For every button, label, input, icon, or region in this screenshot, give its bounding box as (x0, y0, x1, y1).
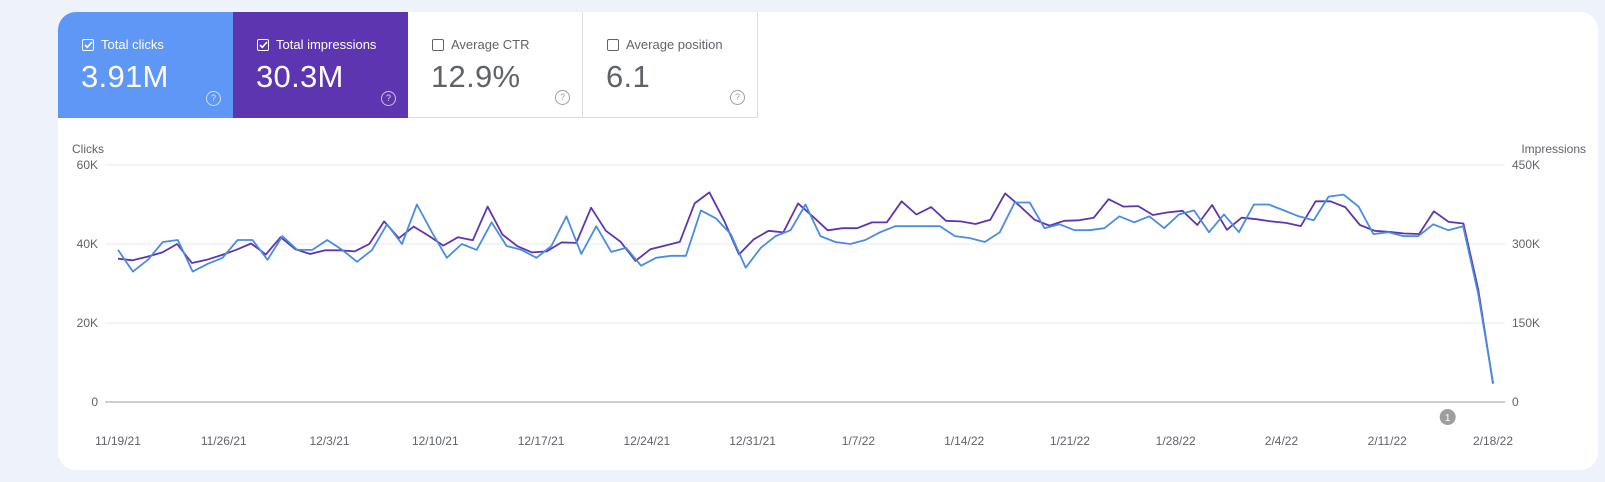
checkbox-checked-icon[interactable] (257, 38, 269, 51)
performance-chart: Clicks Impressions 0 0 20K 150K 40K 300K 60K 45… (72, 142, 1586, 448)
metric-label: Total impressions (276, 37, 377, 52)
clicks-series-line (117, 193, 1494, 383)
help-icon[interactable]: ? (555, 90, 570, 105)
x-tick-label: 12/10/21 (412, 434, 459, 448)
metric-label: Average position (626, 37, 723, 52)
right-tick-label: 450K (1512, 158, 1540, 172)
left-tick-label: 20K (77, 316, 98, 330)
checkbox-checked-icon[interactable] (82, 38, 94, 51)
chart-grid (105, 164, 1505, 403)
right-axis-label: Impressions (1521, 142, 1586, 156)
x-tick-label: 12/17/21 (518, 434, 565, 448)
metric-total-clicks[interactable]: Total clicks 3.91M ? (58, 12, 233, 118)
help-icon[interactable]: ? (206, 91, 221, 106)
help-icon[interactable]: ? (730, 90, 745, 105)
annotation-label: 1 (1445, 413, 1451, 424)
metric-average-position[interactable]: Average position 6.1 ? (583, 12, 758, 118)
left-axis-label: Clicks (72, 142, 104, 156)
metric-tiles: Total clicks 3.91M ? Total impressions 3… (58, 12, 758, 118)
metric-label: Total clicks (101, 37, 164, 52)
metric-value: 6.1 (606, 59, 650, 94)
checkbox-unchecked-icon[interactable] (607, 38, 619, 51)
checkbox-unchecked-icon[interactable] (432, 38, 444, 51)
x-tick-label: 2/18/22 (1473, 434, 1513, 448)
left-tick-label: 0 (91, 395, 98, 409)
x-tick-label: 12/3/21 (310, 434, 350, 448)
metric-label-row: Total clicks (82, 37, 164, 52)
x-tick-label: 12/31/21 (729, 434, 776, 448)
axis-ticks: 0 0 20K 150K 40K 300K 60K 450K 11/19/21 11/26/21 1… (77, 158, 1540, 448)
metric-label: Average CTR (451, 37, 530, 52)
metric-label-row: Average CTR (432, 37, 530, 52)
performance-card: Total clicks 3.91M ? Total impressions 3… (58, 12, 1598, 470)
annotation-marker[interactable]: 1 (1439, 409, 1456, 425)
metric-value: 3.91M (81, 59, 169, 94)
x-tick-label: 2/4/22 (1265, 434, 1299, 448)
metric-label-row: Average position (607, 37, 723, 52)
metric-average-ctr[interactable]: Average CTR 12.9% ? (408, 12, 583, 118)
metric-label-row: Total impressions (257, 37, 376, 52)
annotation-badge[interactable] (1439, 409, 1456, 425)
impressions-series-line (117, 191, 1494, 384)
x-tick-label: 11/26/21 (201, 434, 247, 448)
metric-total-impressions[interactable]: Total impressions 30.3M ? (233, 12, 408, 118)
chart-series (117, 191, 1494, 384)
x-tick-label: 12/24/21 (623, 434, 670, 448)
left-tick-label: 40K (77, 237, 98, 251)
x-tick-label: 1/7/22 (842, 434, 876, 448)
right-tick-label: 0 (1512, 395, 1519, 409)
metric-value: 12.9% (431, 59, 521, 94)
x-tick-label: 11/19/21 (95, 434, 141, 448)
right-tick-label: 150K (1512, 316, 1540, 330)
help-icon[interactable]: ? (381, 91, 396, 106)
x-tick-label: 1/28/22 (1156, 434, 1196, 448)
right-tick-label: 300K (1512, 237, 1540, 251)
x-tick-label: 1/21/22 (1050, 434, 1090, 448)
left-tick-label: 60K (77, 158, 98, 172)
x-tick-label: 1/14/22 (944, 434, 984, 448)
x-tick-label: 2/11/22 (1368, 434, 1407, 448)
metric-value: 30.3M (256, 59, 344, 94)
